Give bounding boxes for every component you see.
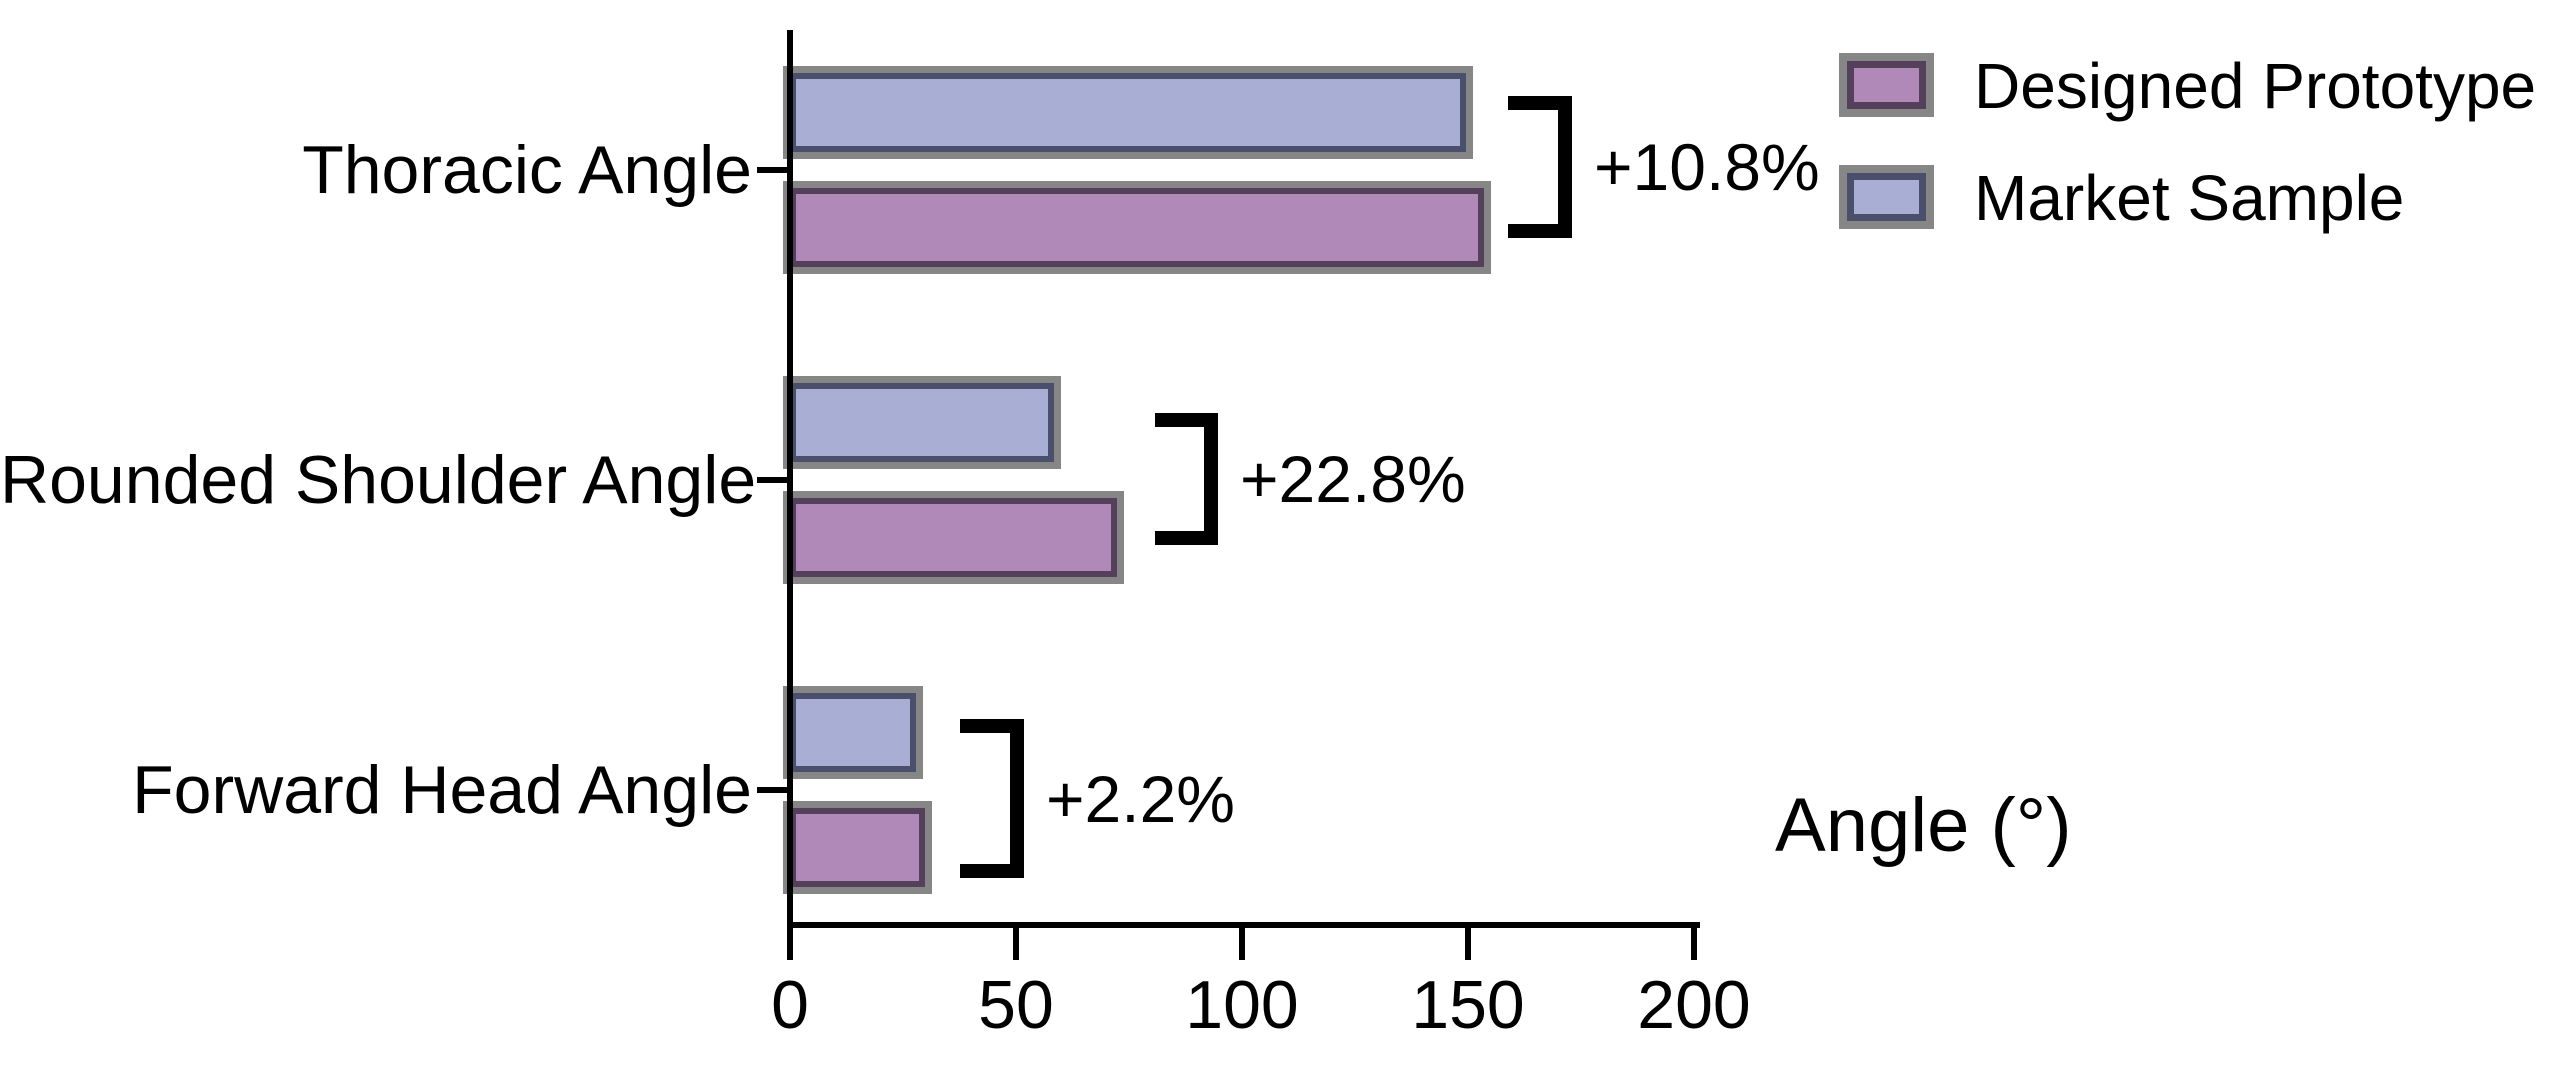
y-axis-tick — [757, 787, 787, 793]
bar-market-sample — [783, 686, 923, 779]
comparison-bracket — [1155, 413, 1218, 545]
x-axis-title: Angle (°) — [1775, 783, 2072, 868]
comparison-bracket — [1508, 96, 1572, 238]
percent-annotation: +2.2% — [1046, 761, 1235, 836]
x-tick-label: 200 — [1637, 967, 1751, 1043]
category-label: Forward Head Angle — [132, 752, 752, 828]
category-label: Rounded Shoulder Angle — [0, 442, 757, 518]
bar-designed-prototype — [783, 491, 1124, 584]
x-tick-label: 100 — [1185, 967, 1299, 1043]
x-axis-tick — [1465, 922, 1471, 960]
y-axis-tick — [757, 477, 787, 483]
x-axis-tick — [1691, 922, 1697, 960]
percent-annotation: +22.8% — [1240, 442, 1466, 516]
legend-swatch-market-sample — [1839, 165, 1934, 229]
bar-designed-prototype — [783, 181, 1491, 274]
category-label: Thoracic Angle — [302, 132, 752, 208]
legend-label-market-sample: Market Sample — [1974, 162, 2405, 234]
bar-market-sample — [783, 376, 1061, 469]
x-tick-label: 50 — [978, 967, 1054, 1043]
comparison-bracket — [960, 719, 1024, 878]
x-axis-tick — [1239, 922, 1245, 960]
legend-label-designed-prototype: Designed Prototype — [1974, 50, 2537, 122]
y-axis-line — [787, 30, 793, 928]
x-axis-tick — [1013, 922, 1019, 960]
legend-swatch-designed-prototype — [1839, 53, 1934, 117]
percent-annotation: +10.8% — [1594, 130, 1820, 204]
bar-market-sample — [783, 66, 1473, 159]
y-axis-tick — [757, 167, 787, 173]
bar-designed-prototype — [783, 801, 932, 894]
x-tick-label: 0 — [771, 967, 809, 1043]
x-tick-label: 150 — [1411, 967, 1525, 1043]
x-axis-tick — [787, 922, 793, 960]
x-axis-line — [787, 922, 1700, 928]
